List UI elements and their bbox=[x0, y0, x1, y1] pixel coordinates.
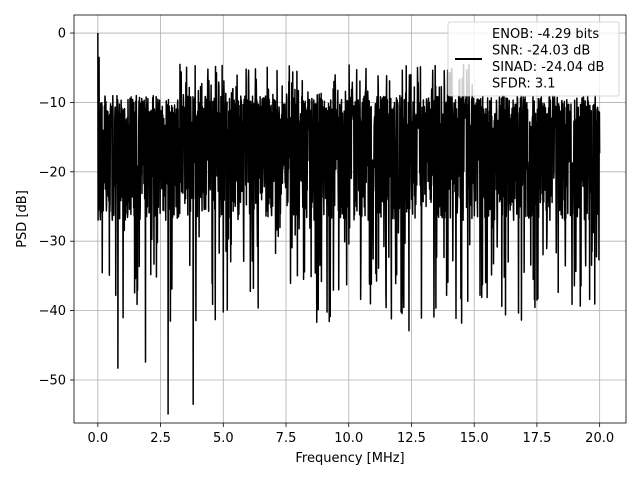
y-tick-label: −50 bbox=[39, 373, 66, 388]
y-axis-ticks: 0 −10 −20 −30 −40 −50 bbox=[39, 27, 74, 388]
legend-entry-sinad: SINAD: -24.04 dB bbox=[492, 60, 604, 75]
x-tick-label: 17.5 bbox=[522, 431, 551, 446]
legend-box bbox=[447, 21, 620, 97]
x-axis-label: Frequency [MHz] bbox=[295, 451, 404, 466]
y-tick-label: −10 bbox=[39, 96, 66, 111]
y-axis-label: PSD [dB] bbox=[15, 190, 30, 248]
plot-area bbox=[97, 33, 601, 415]
x-tick-label: 2.5 bbox=[150, 431, 171, 446]
x-tick-label: 10.0 bbox=[334, 431, 363, 446]
y-tick-label: −30 bbox=[39, 235, 66, 250]
psd-series-line bbox=[97, 33, 601, 415]
x-tick-label: 0.0 bbox=[87, 431, 108, 446]
y-tick-label: 0 bbox=[58, 27, 66, 42]
legend-entry-enob: ENOB: -4.29 bits bbox=[492, 27, 599, 42]
y-tick-label: −40 bbox=[39, 304, 66, 319]
y-tick-label: −20 bbox=[39, 165, 66, 180]
legend: ENOB: -4.29 bits SNR: -24.03 dB SINAD: -… bbox=[447, 21, 620, 97]
legend-entry-sfdr: SFDR: 3.1 bbox=[492, 77, 556, 92]
x-tick-label: 12.5 bbox=[397, 431, 426, 446]
legend-entry-snr: SNR: -24.03 dB bbox=[492, 44, 590, 59]
x-tick-label: 15.0 bbox=[460, 431, 489, 446]
x-tick-label: 7.5 bbox=[276, 431, 297, 446]
x-axis-ticks: 0.0 2.5 5.0 7.5 10.0 12.5 15.0 17.5 20.0 bbox=[87, 423, 614, 446]
x-tick-label: 20.0 bbox=[585, 431, 614, 446]
x-tick-label: 5.0 bbox=[213, 431, 234, 446]
axes-frame bbox=[73, 14, 627, 424]
